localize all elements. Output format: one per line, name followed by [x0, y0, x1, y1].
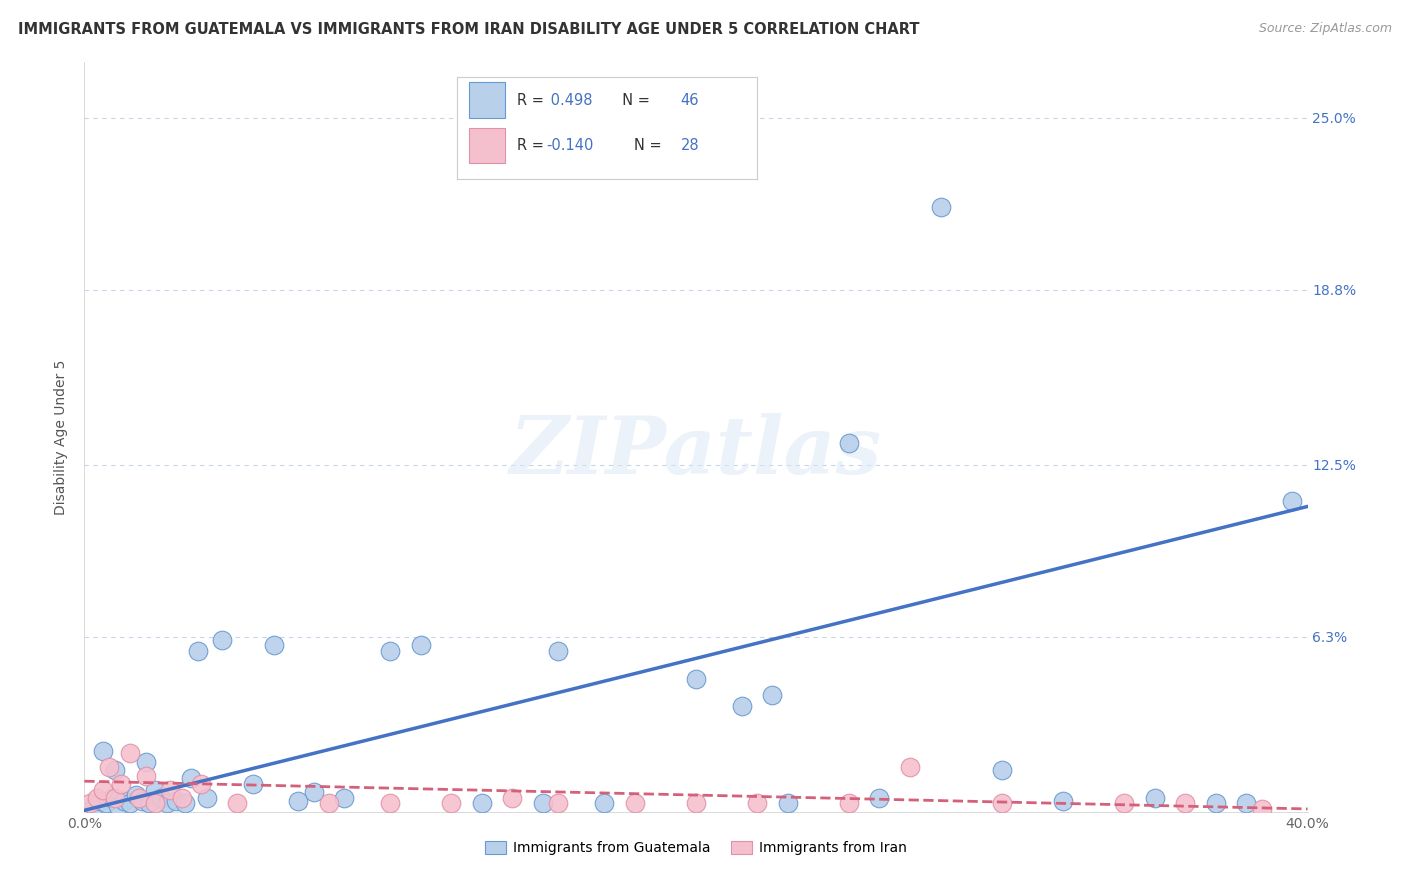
Point	[593, 797, 616, 811]
Point	[135, 769, 157, 783]
Point	[165, 794, 187, 808]
Point	[1174, 797, 1197, 811]
Point	[186, 644, 208, 658]
Point	[120, 747, 142, 761]
Point	[86, 790, 108, 805]
Point	[838, 797, 860, 811]
Point	[1143, 790, 1166, 805]
Point	[898, 760, 921, 774]
Point	[94, 797, 117, 811]
Point	[125, 788, 148, 802]
Point	[143, 797, 166, 811]
Legend: Immigrants from Guatemala, Immigrants from Iran: Immigrants from Guatemala, Immigrants fr…	[479, 836, 912, 861]
Point	[110, 777, 132, 791]
Point	[747, 797, 769, 811]
Point	[287, 794, 309, 808]
Point	[159, 782, 181, 797]
Point	[156, 797, 179, 811]
Point	[624, 797, 647, 811]
Text: ZIPatlas: ZIPatlas	[510, 413, 882, 491]
Point	[991, 763, 1014, 777]
Point	[107, 799, 129, 814]
Point	[685, 672, 707, 686]
Point	[302, 785, 325, 799]
Y-axis label: Disability Age Under 5: Disability Age Under 5	[55, 359, 69, 515]
Point	[226, 797, 249, 811]
Point	[79, 797, 101, 811]
Point	[531, 797, 554, 811]
Point	[731, 699, 754, 714]
Point	[333, 790, 356, 805]
Point	[83, 799, 105, 814]
Point	[929, 200, 952, 214]
Point	[112, 794, 135, 808]
Point	[172, 790, 194, 805]
Point	[149, 790, 172, 805]
Point	[380, 644, 402, 658]
Point	[101, 790, 124, 805]
Point	[89, 794, 111, 808]
Point	[195, 790, 218, 805]
Point	[1052, 794, 1074, 808]
Point	[380, 797, 402, 811]
Point	[761, 688, 783, 702]
Point	[502, 790, 524, 805]
Point	[1250, 802, 1272, 816]
Point	[1205, 797, 1227, 811]
Point	[838, 435, 860, 450]
Text: Source: ZipAtlas.com: Source: ZipAtlas.com	[1258, 22, 1392, 36]
Point	[1281, 494, 1303, 508]
Point	[263, 638, 285, 652]
Point	[128, 790, 150, 805]
Point	[135, 755, 157, 769]
Point	[685, 797, 707, 811]
Point	[174, 797, 197, 811]
Point	[143, 782, 166, 797]
Point	[991, 797, 1014, 811]
Point	[190, 777, 212, 791]
Point	[318, 797, 340, 811]
Point	[138, 797, 160, 811]
Point	[440, 797, 463, 811]
Point	[547, 797, 569, 811]
Point	[242, 777, 264, 791]
Point	[211, 632, 233, 647]
Point	[131, 794, 153, 808]
Point	[547, 644, 569, 658]
Point	[97, 760, 120, 774]
Text: IMMIGRANTS FROM GUATEMALA VS IMMIGRANTS FROM IRAN DISABILITY AGE UNDER 5 CORRELA: IMMIGRANTS FROM GUATEMALA VS IMMIGRANTS …	[18, 22, 920, 37]
Point	[180, 772, 202, 786]
Point	[120, 797, 142, 811]
Point	[104, 763, 127, 777]
Point	[104, 790, 127, 805]
Point	[409, 638, 432, 652]
Point	[1236, 797, 1258, 811]
Point	[91, 744, 114, 758]
Point	[776, 797, 799, 811]
Point	[1114, 797, 1136, 811]
Point	[91, 782, 114, 797]
Point	[869, 790, 891, 805]
Point	[471, 797, 494, 811]
